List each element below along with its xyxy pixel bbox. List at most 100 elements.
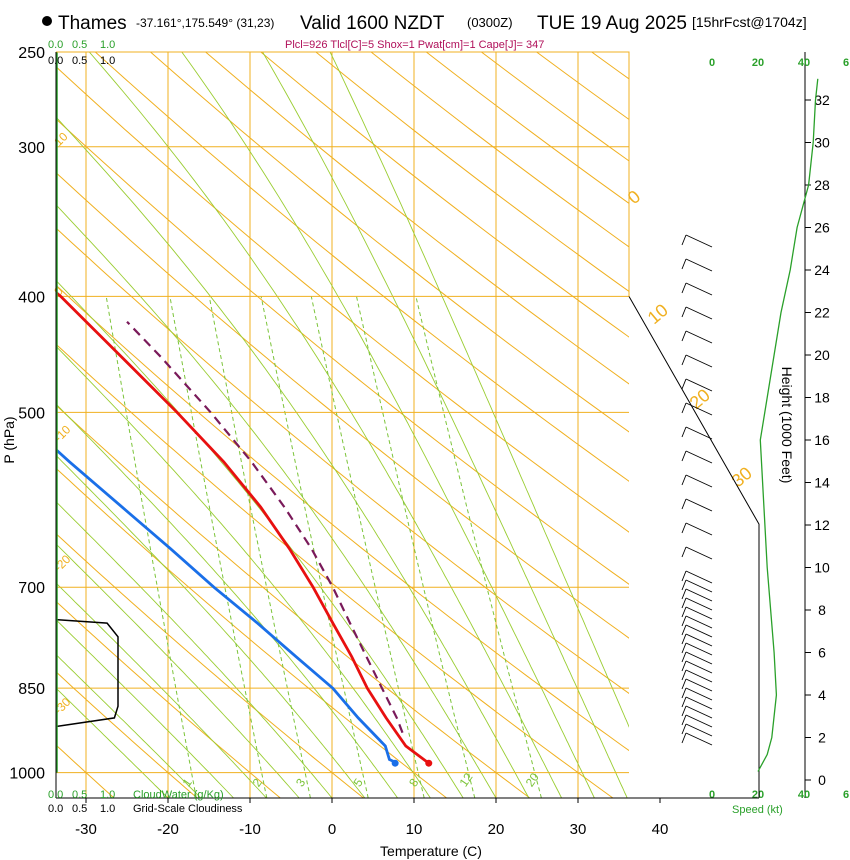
moist-adiabat-line — [56, 204, 497, 798]
speed-scale-top: 40 — [798, 57, 810, 69]
wind-barb — [685, 723, 713, 737]
mixing-ratio-label: 3 — [293, 776, 308, 790]
wind-barb-flag — [681, 258, 687, 270]
mixing-ratio-line — [169, 296, 268, 798]
profiles — [56, 52, 433, 773]
moist-adiabat-line — [56, 582, 267, 798]
cloudiness-scale-top: 1.0 — [100, 55, 115, 67]
dry-adiabat-line — [315, 52, 629, 293]
panel-boundary — [628, 296, 760, 798]
pressure-tick-label: 500 — [18, 405, 45, 422]
wind-barb-flag — [681, 354, 687, 366]
dry-adiabat-line — [56, 227, 629, 695]
wind-barb — [685, 522, 713, 536]
dry-adiabat-line — [56, 404, 531, 798]
wind-barb-flag — [681, 426, 687, 438]
dry-adiabat-line — [56, 600, 281, 798]
wind-barb-flag — [681, 606, 687, 618]
wind-barb — [685, 402, 713, 416]
wind-barb-flag — [681, 330, 687, 342]
mixing-ratio-line — [105, 296, 197, 798]
speed-scale-top: 6 — [843, 57, 849, 69]
mixing-ratio-label: 1 — [180, 776, 195, 790]
wind-barb — [685, 570, 713, 584]
dry-adiabat-line — [56, 171, 629, 639]
isobar-grid — [56, 51, 629, 774]
wind-barb-flag — [681, 570, 687, 582]
moist-adiabat-line — [56, 116, 530, 798]
height-tick-label: 16 — [814, 432, 830, 448]
wind-speed-trace — [757, 78, 819, 772]
wind-barb — [685, 234, 713, 248]
height-tick-label: 4 — [818, 687, 826, 703]
dry-adiabat-line — [94, 52, 629, 482]
dry-adiabat-line — [56, 533, 364, 798]
moist-adiabat-label: 10 — [644, 300, 672, 328]
speed-scale-bottom: 20 — [752, 789, 764, 801]
station-name: Thames — [58, 13, 127, 34]
surface-dewpoint-dot — [391, 759, 399, 767]
wind-barb-flag — [681, 696, 687, 708]
height-axis-label: Height (1000 Feet) — [779, 367, 795, 484]
moist-adiabat-line — [56, 543, 300, 798]
wind-barb-flag — [681, 642, 687, 654]
y-axis-label: P (hPa) — [1, 416, 17, 463]
speed-scale-top: 20 — [752, 57, 764, 69]
pressure-tick-label: 250 — [18, 45, 45, 62]
isotherm-label: -20 — [51, 552, 73, 574]
dry-adiabat-grid — [56, 52, 629, 798]
wind-barb — [685, 588, 713, 602]
wind-barb — [685, 426, 713, 440]
height-tick-label: 14 — [814, 475, 830, 491]
station-coords: -37.161°,175.549° (31,23) — [136, 16, 274, 30]
height-tick-label: 22 — [814, 305, 830, 321]
wind-barb — [685, 354, 713, 368]
height-tick-label: 28 — [814, 177, 830, 193]
height-tick-label: 20 — [814, 347, 830, 363]
wind-barb-flag — [681, 615, 687, 627]
temp-tick-label: -20 — [157, 821, 179, 838]
mixing-ratio-label: 5 — [351, 776, 366, 790]
pressure-tick-label: 850 — [18, 681, 45, 698]
temp-tick-label: -10 — [239, 821, 261, 838]
wind-barb — [685, 642, 713, 656]
height-tick-label: 12 — [814, 517, 830, 533]
wind-barb-flag — [681, 678, 687, 690]
moist-adiabat-line — [56, 619, 234, 798]
wind-barb-flag — [681, 282, 687, 294]
mixing-ratio-line — [208, 296, 311, 798]
speed-scale-top: 0 — [709, 57, 715, 69]
moist-adiabat-label: 0 — [624, 186, 645, 208]
wind-barb — [685, 696, 713, 710]
dry-adiabat-line — [56, 671, 198, 798]
cloudiness-scale-bottom: 0.5 — [72, 803, 87, 815]
wind-barb-flag — [681, 651, 687, 663]
isotherm-label: -30 — [51, 695, 73, 717]
dry-adiabat-line — [536, 52, 629, 121]
valid-time: Valid 1600 NZDT — [300, 13, 445, 34]
wind-barb-flag — [681, 723, 687, 735]
sounding-params: Plcl=926 Tlcl[C]=5 Shox=1 Pwat[cm]=1 Cap… — [285, 39, 544, 51]
wind-barb-flag — [681, 522, 687, 534]
dry-adiabat-line — [56, 467, 447, 798]
speed-label: Speed (kt) — [732, 804, 783, 816]
dry-adiabat-line — [56, 284, 629, 752]
wind-barb — [685, 330, 713, 344]
moist-adiabat-line — [56, 687, 169, 798]
moist-adiabat-grid — [56, 52, 629, 798]
cloudiness-scale-bottom: 0.0 — [48, 803, 63, 815]
wind-barb — [685, 597, 713, 611]
wind-barb — [685, 633, 713, 647]
cloudwater-scale-bottom: 0.0 — [48, 789, 63, 801]
wind-barb — [685, 624, 713, 638]
wind-barb — [685, 546, 713, 560]
mixing-ratio-line — [356, 296, 476, 798]
dry-adiabat-line — [56, 66, 629, 533]
wind-barb-flag — [681, 474, 687, 486]
pressure-tick-label: 300 — [18, 140, 45, 157]
temp-tick-label: 40 — [652, 821, 669, 838]
wind-barb — [685, 258, 713, 272]
